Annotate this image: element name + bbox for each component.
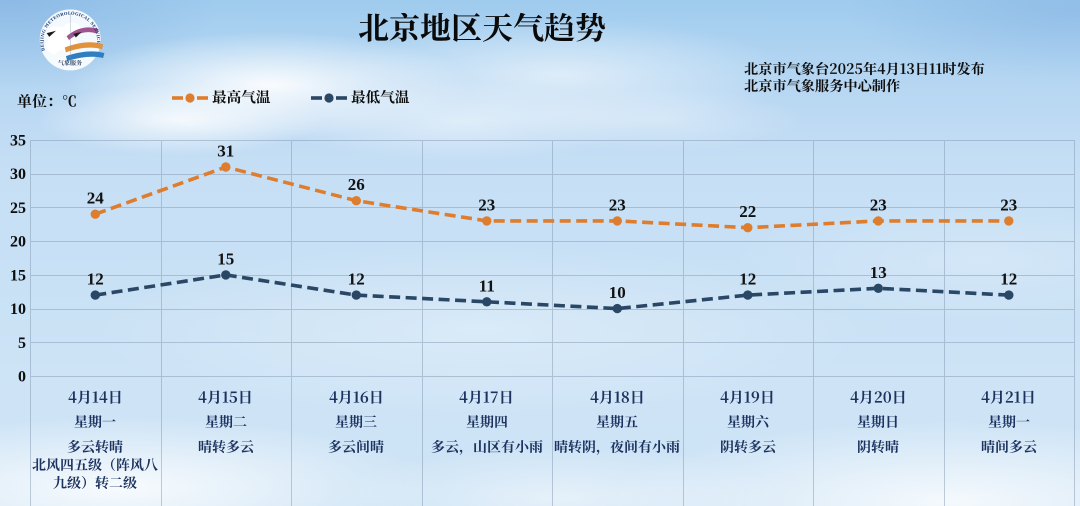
legend-max-temp-label (212, 89, 271, 107)
value-label: 23 (478, 195, 495, 214)
day-weather-label (720, 440, 776, 457)
day-column (683, 390, 814, 457)
logo-emblem-icon: BEIJING METEOROLOGICAL SERVICE (39, 9, 105, 71)
value-label: 24 (87, 189, 105, 208)
grid-lines (30, 140, 1075, 506)
value-label: 13 (870, 263, 887, 282)
day-date-label (329, 390, 384, 408)
value-label: 22 (739, 202, 756, 221)
day-column (813, 390, 944, 457)
beijing-meteorological-service-logo: BEIJING METEOROLOGICAL SERVICE (39, 9, 105, 71)
y-axis-tick-label: 20 (10, 234, 26, 251)
logo-bottom-text (58, 60, 82, 67)
data-point-marker (482, 216, 492, 226)
day-weekday-label (596, 415, 638, 432)
y-axis-tick-labels: 0 5 10 15 20 25 30 35 (10, 133, 26, 386)
data-point-marker (1004, 290, 1014, 300)
day-column (944, 390, 1075, 457)
publisher-issued-line (744, 62, 985, 79)
day-date-label (68, 390, 123, 408)
data-point-marker (90, 209, 101, 219)
day-weekday-label (857, 415, 899, 432)
data-point-marker (221, 162, 231, 172)
value-label: 11 (479, 276, 495, 295)
data-point-marker (743, 223, 753, 233)
day-column (291, 390, 422, 457)
data-point-marker (743, 290, 753, 300)
day-column (30, 390, 161, 493)
value-label: 15 (217, 249, 234, 268)
value-label: 23 (870, 195, 887, 214)
day-weather-label (198, 440, 254, 457)
value-label: 23 (1000, 195, 1017, 214)
data-point-marker (612, 303, 622, 314)
data-point-marker (90, 290, 101, 300)
data-point-marker (221, 270, 231, 280)
y-axis-tick-label: 30 (10, 166, 26, 183)
day-date-label (850, 390, 907, 408)
value-label: 10 (609, 283, 626, 302)
value-label: 12 (348, 270, 365, 289)
day-date-label (590, 390, 645, 408)
day-column (161, 390, 292, 457)
series-max-temp: 24 31 26 23 23 22 23 23 (87, 142, 1017, 233)
day-weekday-label (466, 415, 508, 432)
day-weather-label (981, 440, 1037, 457)
day-weekday-label (335, 415, 377, 432)
data-point-marker (482, 297, 492, 307)
value-label: 23 (609, 195, 626, 214)
data-point-marker (351, 196, 361, 206)
value-label: 12 (1000, 270, 1017, 289)
legend-min-temp-label (351, 89, 410, 107)
value-label: 26 (348, 175, 365, 194)
day-weather-label (857, 440, 899, 457)
value-label: 12 (87, 270, 104, 289)
day-date-label (459, 390, 514, 408)
day-weather-label (32, 440, 159, 493)
day-weekday-label (74, 415, 116, 432)
publisher-info (744, 62, 985, 96)
day-weekday-label (727, 415, 769, 432)
y-axis-tick-label: 35 (10, 133, 26, 150)
y-axis-tick-label: 15 (10, 267, 26, 284)
value-label: 31 (217, 142, 234, 161)
day-weekday-label (988, 415, 1030, 432)
day-column (552, 390, 683, 457)
day-column (422, 390, 553, 457)
data-point-marker (873, 283, 883, 293)
data-point-marker (351, 290, 361, 300)
value-label: 12 (739, 270, 756, 289)
y-axis-tick-label: 10 (10, 301, 26, 318)
day-date-label (981, 390, 1036, 408)
data-point-marker (1004, 216, 1014, 226)
publisher-produced-line (744, 79, 901, 96)
day-weekday-label (205, 415, 247, 432)
legend-min-temp-marker-icon (311, 93, 347, 103)
data-point-marker (612, 216, 622, 226)
data-point-marker (873, 216, 883, 226)
day-date-label (198, 390, 253, 408)
legend-max-temp-marker-icon (172, 93, 208, 103)
page-title (358, 13, 606, 49)
day-date-label (720, 390, 775, 408)
day-weather-label (554, 440, 680, 457)
unit-label (17, 94, 77, 112)
y-axis-tick-label: 0 (18, 369, 26, 386)
day-weather-label (431, 440, 543, 457)
y-axis-tick-label: 5 (18, 335, 26, 352)
y-axis-tick-label: 25 (10, 200, 26, 217)
day-weather-label (328, 440, 384, 457)
series-min-temp: 12 15 12 11 10 12 13 12 (87, 249, 1017, 314)
chart-legend (172, 89, 410, 107)
